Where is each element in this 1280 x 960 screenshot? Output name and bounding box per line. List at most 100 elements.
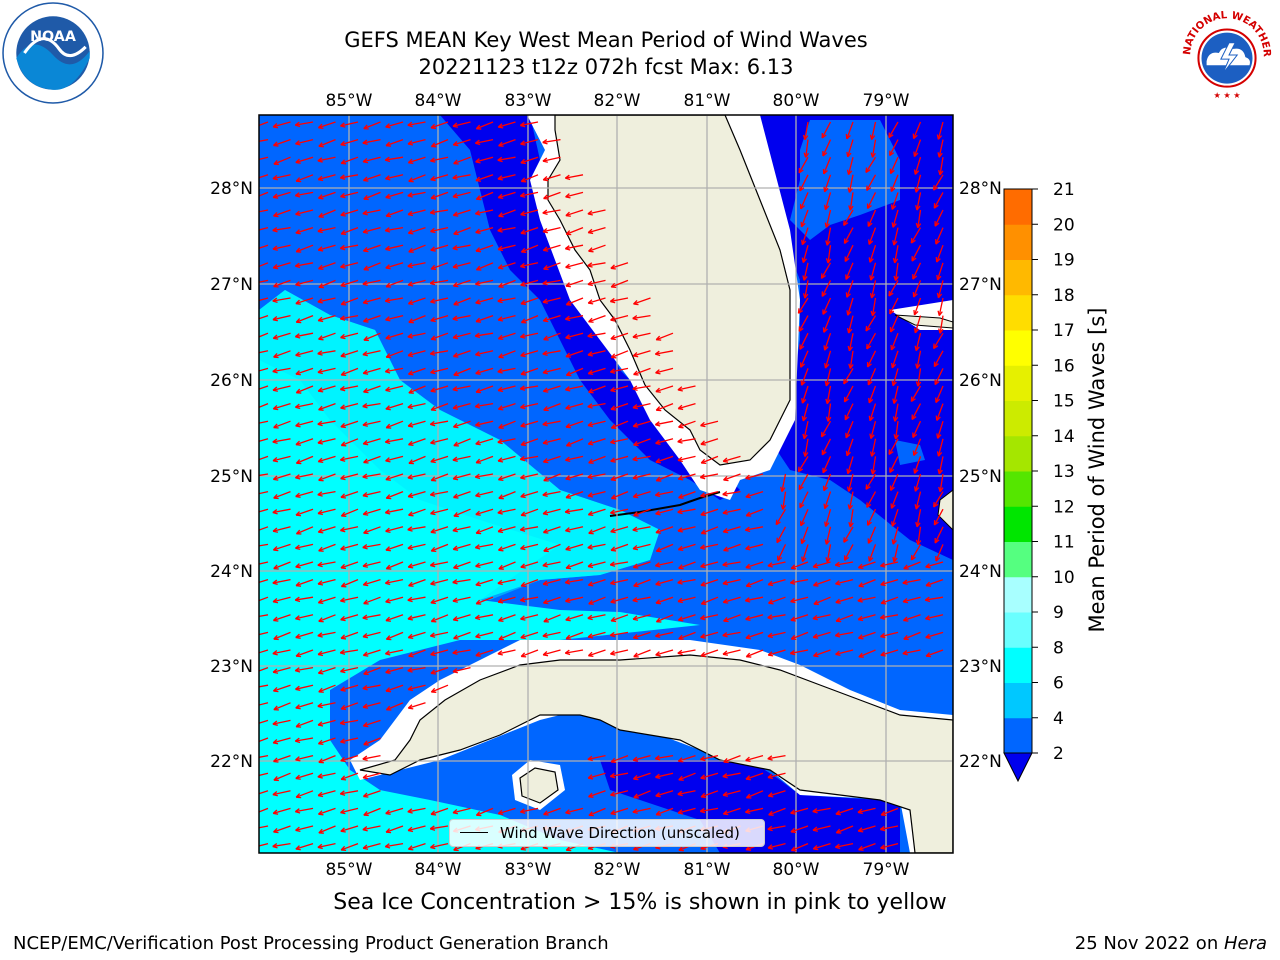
wind-wave-arrow xyxy=(611,490,629,500)
wind-wave-arrow xyxy=(936,403,944,421)
wind-wave-arrow xyxy=(497,649,516,655)
wind-wave-arrowhead xyxy=(925,581,932,587)
wind-wave-arrowhead xyxy=(318,335,324,341)
wind-wave-arrow xyxy=(385,508,404,514)
wind-wave-arrowhead xyxy=(655,458,661,464)
wind-wave-arrow xyxy=(655,332,674,341)
wind-wave-arrow xyxy=(475,244,494,252)
wind-wave-arrowhead xyxy=(542,157,548,163)
wind-wave-arrow xyxy=(823,174,832,193)
wind-wave-arrow xyxy=(848,491,854,510)
wind-wave-arrowhead xyxy=(565,527,571,533)
wind-wave-arrow xyxy=(798,156,809,174)
wind-wave-arrow xyxy=(847,315,854,334)
wind-wave-arrow xyxy=(272,596,291,603)
wind-wave-arrowhead xyxy=(294,121,301,128)
wind-wave-arrow xyxy=(895,421,899,440)
wind-wave-arrow xyxy=(937,121,944,140)
wind-wave-arrowhead xyxy=(317,316,324,323)
wind-wave-arrowhead xyxy=(384,227,391,233)
wind-wave-arrow xyxy=(340,842,359,851)
wind-wave-arrow xyxy=(475,526,494,534)
producer-credit: NCEP/EMC/Verification Post Processing Pr… xyxy=(13,933,609,954)
wind-wave-arrow xyxy=(475,174,494,182)
wind-wave-arrowhead xyxy=(498,564,504,570)
wind-wave-arrow xyxy=(925,561,944,568)
wind-wave-arrow xyxy=(849,509,854,528)
wind-wave-arrow xyxy=(295,174,314,182)
wind-wave-arrow xyxy=(520,367,539,375)
wind-wave-arrow xyxy=(677,596,696,603)
wind-wave-arrow xyxy=(723,455,741,462)
wind-wave-arrowhead xyxy=(429,632,436,638)
wind-wave-arrow xyxy=(892,526,899,545)
wind-wave-arrow xyxy=(272,508,291,514)
wind-wave-arrowhead xyxy=(407,685,414,692)
wind-wave-arrow xyxy=(385,578,404,584)
wind-wave-arrowhead xyxy=(407,299,414,305)
wind-wave-arrow xyxy=(317,420,336,425)
wind-wave-arrowhead xyxy=(632,563,639,569)
wind-wave-arrow xyxy=(340,385,359,391)
wind-wave-arrow xyxy=(768,649,786,656)
wind-wave-arrow xyxy=(385,244,404,250)
wind-wave-arrow xyxy=(822,456,832,474)
wind-wave-arrowhead xyxy=(912,292,918,298)
wind-wave-arrow xyxy=(430,508,449,515)
wind-wave-arrow xyxy=(475,614,494,619)
wind-wave-arrow xyxy=(542,226,561,233)
wind-wave-arrow xyxy=(341,508,359,517)
wind-wave-arrowhead xyxy=(933,203,939,209)
wind-wave-arrowhead xyxy=(340,159,347,165)
wind-wave-arrowhead xyxy=(295,370,301,376)
wind-wave-arrow xyxy=(430,226,449,233)
wind-wave-arrowhead xyxy=(362,792,369,798)
wind-wave-arrowhead xyxy=(452,616,459,622)
wind-wave-arrowhead xyxy=(407,121,413,128)
wind-wave-arrowhead xyxy=(251,774,256,778)
wind-wave-arrowhead xyxy=(251,299,256,303)
wind-wave-arrowhead xyxy=(408,581,414,587)
wind-wave-arrow xyxy=(340,684,359,691)
wind-wave-arrow xyxy=(565,649,584,654)
wind-wave-arrow xyxy=(430,420,449,426)
wind-wave-arrowhead xyxy=(542,651,549,657)
wind-wave-arrow xyxy=(452,174,471,179)
wind-wave-arrowhead xyxy=(632,756,639,762)
wind-wave-arrowhead xyxy=(824,539,831,545)
wind-wave-arrow xyxy=(588,578,606,586)
wind-wave-arrowhead xyxy=(767,825,773,832)
wind-wave-arrow xyxy=(565,596,584,602)
wind-wave-arrowhead xyxy=(430,368,436,375)
wind-wave-arrowhead xyxy=(767,580,774,587)
wind-wave-arrowhead xyxy=(497,264,504,270)
wind-wave-arrow xyxy=(848,333,854,351)
wind-wave-arrowhead xyxy=(888,132,894,139)
wind-wave-arrow xyxy=(588,807,606,817)
wind-wave-arrowhead xyxy=(294,403,301,410)
wind-wave-arrowhead xyxy=(768,599,774,605)
wind-wave-arrowhead xyxy=(362,633,369,639)
wind-wave-arrowhead xyxy=(722,810,729,816)
wind-wave-arrowhead xyxy=(497,438,503,445)
wind-wave-arrow xyxy=(565,578,584,584)
wind-wave-arrowhead xyxy=(385,175,391,181)
wind-wave-arrow xyxy=(497,367,516,373)
wind-wave-arrowhead xyxy=(564,315,571,322)
wind-wave-arrow xyxy=(633,561,651,569)
wind-wave-arrow xyxy=(745,508,764,517)
wind-wave-arrow xyxy=(889,139,899,156)
wind-wave-arrow xyxy=(295,402,314,408)
wind-wave-arrow xyxy=(340,737,359,743)
wind-wave-arrow xyxy=(775,508,787,525)
wind-wave-arrow xyxy=(475,473,494,478)
wind-wave-arrowhead xyxy=(824,521,830,527)
wind-wave-arrowhead xyxy=(834,632,841,638)
wind-wave-arrowhead xyxy=(587,332,593,339)
wind-wave-arrowhead xyxy=(273,775,279,782)
wind-wave-arrow xyxy=(870,421,877,439)
wind-wave-arrowhead xyxy=(912,432,918,439)
wind-wave-arrow xyxy=(935,544,944,562)
wind-wave-arrowhead xyxy=(340,211,346,217)
wind-wave-arrowhead xyxy=(587,351,594,357)
